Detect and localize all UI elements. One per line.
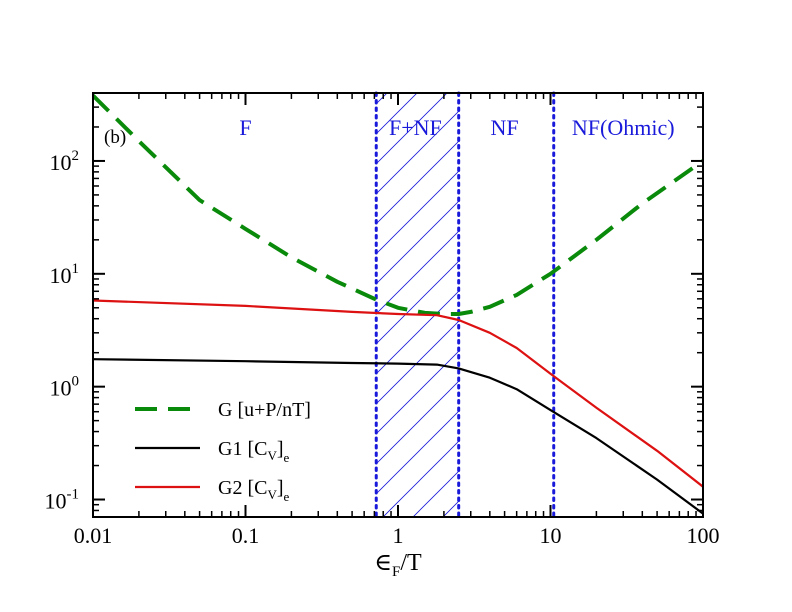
y-tick-label: 100: [50, 374, 80, 401]
region-boundaries: [374, 91, 556, 519]
series-line-1: [93, 358, 703, 515]
legend-entry: G2 [CV]e: [218, 477, 290, 504]
x-axis-label-tail: /T: [400, 550, 422, 576]
region-label: F+NF: [389, 115, 442, 140]
x-axis-label-sub: F: [392, 564, 400, 580]
series-line-0: [93, 94, 703, 316]
x-axis-label-main: ∈: [374, 550, 392, 576]
legend-entry: G1 [CV]e: [218, 438, 290, 465]
y-tick-label: 101: [50, 261, 80, 288]
axis-ticks: 0.01 0.1 1 10 100 10-1 100 101 102: [45, 92, 720, 548]
series-line-2: [93, 299, 703, 488]
x-tick-label: 0.01: [74, 523, 113, 548]
x-tick-label: 0.1: [232, 523, 260, 548]
series-lines: [93, 94, 703, 515]
panel-label: (b): [104, 127, 126, 148]
legend: G [u+P/nT] G1 [CV]e G2 [CV]e: [135, 399, 311, 504]
region-label: NF(Ohmic): [572, 115, 675, 140]
x-tick-label: 1: [393, 523, 404, 548]
legend-entry: G [u+P/nT]: [218, 399, 311, 421]
x-axis-label: ∈F/T: [374, 550, 422, 580]
y-tick-label: 10-1: [45, 487, 80, 514]
region-label: F: [239, 115, 251, 140]
region-labels: F F+NF NF NF(Ohmic): [239, 115, 674, 140]
x-tick-label: 10: [540, 523, 562, 548]
y-tick-label: 102: [50, 148, 80, 175]
region-label: NF: [491, 115, 519, 140]
x-tick-label: 100: [687, 523, 720, 548]
